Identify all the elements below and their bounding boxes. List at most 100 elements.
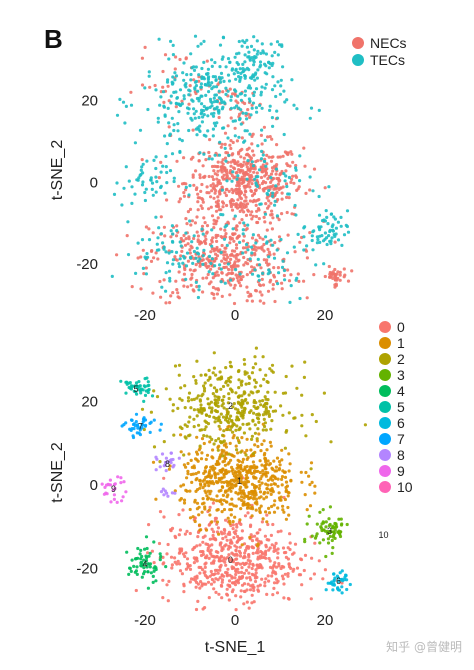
point-0 xyxy=(198,543,202,547)
point-1 xyxy=(248,535,252,540)
point-TECs xyxy=(180,139,184,143)
point-0 xyxy=(220,596,224,600)
point-NECs xyxy=(197,79,201,83)
point-7 xyxy=(138,428,142,432)
point-0 xyxy=(178,528,182,532)
point-0 xyxy=(224,535,228,539)
point-TECs xyxy=(145,159,149,163)
point-NECs xyxy=(286,233,290,237)
point-2 xyxy=(245,401,249,405)
point-NECs xyxy=(247,153,251,157)
point-TECs xyxy=(196,89,200,93)
point-NECs xyxy=(221,201,226,205)
point-NECs xyxy=(182,194,186,198)
point-7 xyxy=(148,430,152,434)
point-TECs xyxy=(167,57,171,61)
point-TECs xyxy=(243,93,247,97)
point-NECs xyxy=(262,242,266,247)
point-NECs xyxy=(182,272,186,276)
point-NECs xyxy=(248,175,252,179)
point-TECs xyxy=(200,102,204,106)
point-TECs xyxy=(235,61,239,65)
point-0 xyxy=(166,599,170,603)
point-NECs xyxy=(184,188,188,192)
point-NECs xyxy=(280,281,284,285)
point-TECs xyxy=(269,238,273,242)
point-NECs xyxy=(234,243,239,247)
point-0 xyxy=(252,600,256,604)
point-TECs xyxy=(187,107,191,111)
point-TECs xyxy=(164,250,168,254)
point-NECs xyxy=(338,278,342,282)
point-TECs xyxy=(206,129,210,133)
point-TECs xyxy=(206,67,210,71)
point-1 xyxy=(268,440,272,444)
point-TECs xyxy=(280,44,284,49)
point-NECs xyxy=(245,299,249,303)
point-NECs xyxy=(338,273,342,277)
point-0 xyxy=(250,566,254,571)
point-TECs xyxy=(177,265,182,269)
point-NECs xyxy=(232,176,236,180)
point-NECs xyxy=(256,159,260,163)
legend-swatch-3 xyxy=(379,369,391,381)
point-2 xyxy=(363,423,367,427)
point-0 xyxy=(242,571,246,575)
point-TECs xyxy=(298,154,302,158)
point-1 xyxy=(269,492,273,496)
point-NECs xyxy=(252,153,256,157)
point-TECs xyxy=(214,78,218,82)
point-NECs xyxy=(195,285,199,289)
point-NECs xyxy=(267,250,271,254)
point-4 xyxy=(140,564,144,568)
point-1 xyxy=(239,476,243,481)
point-TECs xyxy=(187,88,191,92)
point-0 xyxy=(245,576,249,580)
point-7 xyxy=(141,423,145,427)
point-NECs xyxy=(190,272,194,277)
point-0 xyxy=(185,557,190,561)
point-0 xyxy=(183,554,187,559)
point-0 xyxy=(242,582,247,586)
point-1 xyxy=(260,481,264,485)
point-2 xyxy=(210,406,214,410)
point-0 xyxy=(220,548,224,553)
point-TECs xyxy=(314,263,318,267)
point-TECs xyxy=(296,232,300,236)
point-NECs xyxy=(305,296,309,300)
cluster-label-8: 8 xyxy=(165,459,170,469)
point-TECs xyxy=(154,88,158,92)
point-5 xyxy=(150,394,155,398)
point-3 xyxy=(329,529,333,533)
point-NECs xyxy=(232,262,237,266)
point-4 xyxy=(146,586,150,590)
point-5 xyxy=(127,385,131,390)
point-2 xyxy=(269,427,273,431)
point-2 xyxy=(152,389,156,393)
cluster-label-9: 9 xyxy=(111,484,116,494)
point-TECs xyxy=(162,104,166,108)
point-1 xyxy=(223,463,227,467)
point-2 xyxy=(227,420,231,425)
point-NECs xyxy=(216,216,220,220)
point-2 xyxy=(192,425,196,429)
point-1 xyxy=(251,460,255,464)
point-2 xyxy=(203,427,207,432)
point-NECs xyxy=(201,276,205,280)
point-TECs xyxy=(230,179,234,183)
point-TECs xyxy=(169,229,173,233)
point-NECs xyxy=(209,250,213,254)
point-NECs xyxy=(222,253,226,257)
point-TECs xyxy=(270,88,275,92)
point-TECs xyxy=(187,193,191,197)
point-8 xyxy=(164,469,168,473)
point-2 xyxy=(195,396,199,400)
point-TECs xyxy=(250,245,254,249)
point-NECs xyxy=(238,221,242,225)
point-NECs xyxy=(216,160,220,164)
cluster-label-5: 5 xyxy=(133,384,138,394)
point-0 xyxy=(248,575,252,580)
point-1 xyxy=(237,497,241,501)
point-NECs xyxy=(231,140,235,145)
point-TECs xyxy=(162,245,166,249)
